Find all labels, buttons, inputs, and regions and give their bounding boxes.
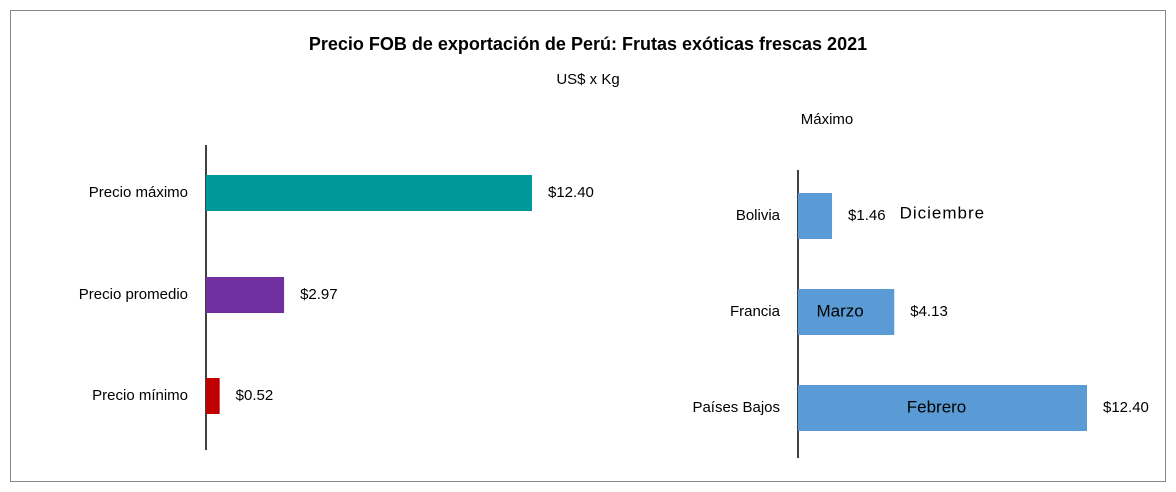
- chart-title: Precio FOB de exportación de Perú: Fruta…: [309, 34, 867, 54]
- category-label: Precio máximo: [89, 184, 188, 201]
- category-label: Precio promedio: [79, 286, 188, 303]
- category-label: Países Bajos: [692, 399, 780, 416]
- annotation: Marzo: [817, 301, 864, 320]
- annotation: Febrero: [907, 397, 967, 416]
- value-label: $4.13: [910, 303, 948, 320]
- bar: [206, 277, 285, 313]
- chart-subtitle: US$ x Kg: [556, 71, 619, 88]
- subchart-title: Máximo: [801, 111, 854, 128]
- bar: [798, 385, 1087, 431]
- annotation: Diciembre: [900, 203, 986, 222]
- bar: [206, 175, 532, 211]
- category-label: Precio mínimo: [92, 387, 188, 404]
- value-label: $1.46: [848, 207, 886, 224]
- category-label: Francia: [730, 303, 781, 320]
- value-label: $12.40: [548, 184, 594, 201]
- bar: [798, 289, 895, 335]
- value-label: $2.97: [300, 286, 338, 303]
- category-label: Bolivia: [736, 207, 781, 224]
- value-label: $12.40: [1103, 399, 1149, 416]
- bar: [798, 193, 833, 239]
- bar: [206, 378, 220, 414]
- value-label: $0.52: [236, 387, 274, 404]
